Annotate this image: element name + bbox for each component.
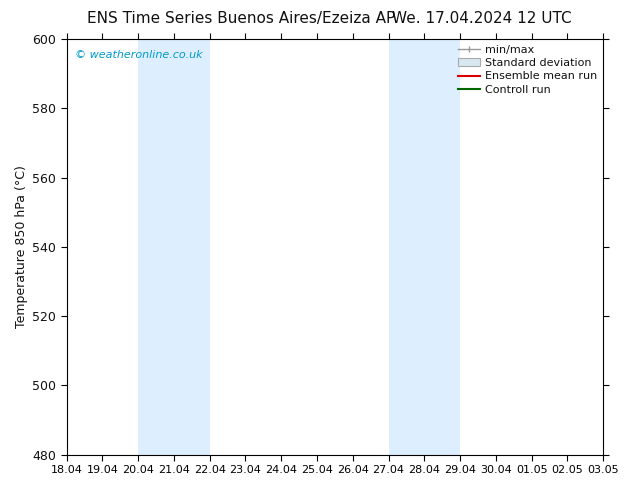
Text: ENS Time Series Buenos Aires/Ezeiza AP: ENS Time Series Buenos Aires/Ezeiza AP (87, 11, 395, 26)
Bar (389, 39, 460, 455)
Text: We. 17.04.2024 12 UTC: We. 17.04.2024 12 UTC (392, 11, 572, 26)
Bar (138, 39, 210, 455)
Legend: min/max, Standard deviation, Ensemble mean run, Controll run: min/max, Standard deviation, Ensemble me… (455, 41, 601, 98)
Y-axis label: Temperature 850 hPa (°C): Temperature 850 hPa (°C) (15, 166, 28, 328)
Text: © weatheronline.co.uk: © weatheronline.co.uk (75, 49, 202, 60)
